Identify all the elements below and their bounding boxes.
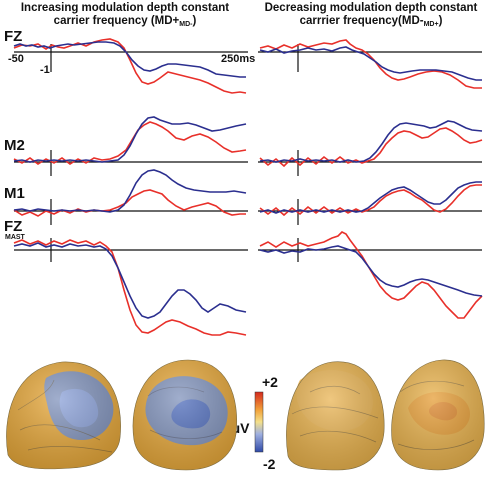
m1-left-red-trace: [13, 189, 246, 217]
m2-right-red-trace: [259, 127, 483, 168]
head-right-back: [286, 361, 385, 471]
right-title-line2: carrrier frequency(MD-MD+): [252, 15, 490, 31]
head-left-top: [132, 359, 237, 471]
left-panel-title: Increasing modulation depth constant car…: [10, 2, 240, 31]
left-title-suffix: ): [192, 15, 197, 27]
axis-start-label: -50: [8, 53, 24, 65]
left-title-line2: carrier frequency (MD+MD-): [10, 15, 240, 31]
m2-left-blue-trace: [13, 116, 247, 163]
colorbar: [254, 391, 264, 453]
erp-panel-right: [258, 39, 483, 319]
right-title-sub: MD+: [423, 21, 439, 28]
fz-left-red-trace: [13, 38, 247, 94]
channel-label-fzmast: FZ: [4, 218, 23, 235]
axis-zero-label: -1: [40, 64, 50, 76]
fz-right-blue-trace: [259, 46, 482, 81]
fzmast-right-red-trace: [259, 231, 483, 319]
fzmast-left-blue-trace: [13, 242, 247, 319]
fzmast-right-blue-trace: [259, 245, 483, 297]
colorbar-max-label: +2: [262, 374, 278, 390]
axis-end-label: 250ms: [221, 53, 256, 65]
channel-label-fz: FZ: [4, 28, 23, 45]
head-left-back: [6, 361, 121, 470]
left-title-prefix: carrier frequency (MD+: [53, 15, 180, 27]
fzmast-left-red-trace: [13, 239, 247, 336]
topomap-row: [6, 359, 485, 471]
m2-right-blue-trace: [259, 120, 483, 163]
left-title-line1: Increasing modulation depth constant: [20, 2, 230, 14]
right-title-prefix: carrrier frequency(MD-: [299, 15, 424, 27]
m1-left-blue-trace: [13, 169, 247, 213]
channel-label-m1: M1: [4, 185, 25, 202]
right-panel-title: Decreasing modulation depth constant car…: [252, 2, 490, 31]
colorbar-min-label: -2: [263, 456, 276, 472]
fz-left-blue-trace: [13, 41, 246, 78]
fz-right-red-trace: [259, 39, 482, 89]
right-title-suffix: ): [438, 15, 443, 27]
channel-label-m2: M2: [4, 137, 25, 154]
channel-label-fzmast-sub: MAST: [5, 234, 25, 241]
m1-right-blue-trace: [259, 181, 482, 214]
left-title-sub: MD-: [179, 21, 193, 28]
erp-panel-left: [13, 38, 248, 336]
right-title-line1: Decreasing modulation depth constant: [264, 2, 478, 14]
m2-left-red-trace: [13, 121, 247, 165]
head-right-top: [391, 359, 485, 471]
